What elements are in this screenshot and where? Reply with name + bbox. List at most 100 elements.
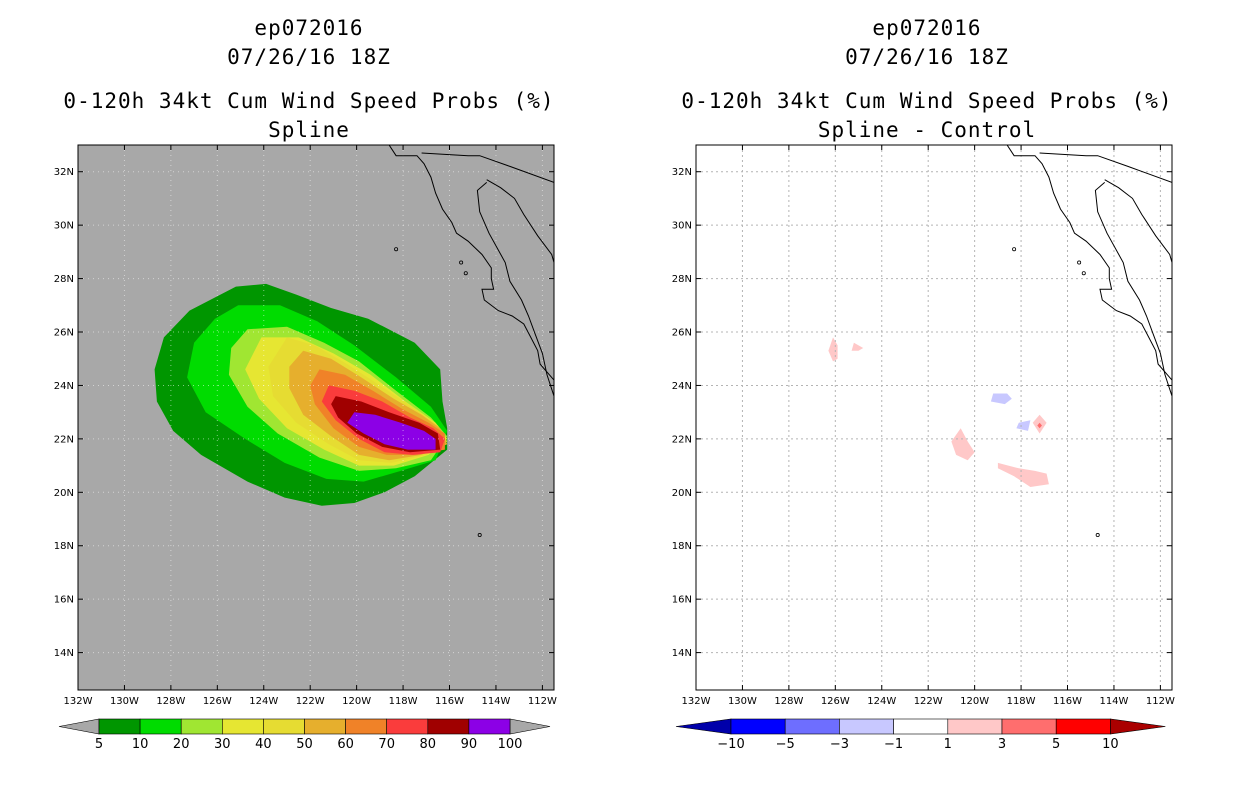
coastline [1006, 145, 1172, 381]
coastline [388, 145, 554, 381]
colorbar-label: 20 [173, 737, 190, 752]
island [459, 260, 464, 265]
y-tick-label: 30N [672, 221, 692, 232]
y-tick-label: 22N [672, 434, 692, 445]
map-background [696, 145, 1172, 690]
island [566, 523, 569, 526]
colorbar-label: 40 [255, 737, 272, 752]
x-tick-label: 118W [389, 696, 418, 707]
map-content [696, 145, 1187, 690]
y-tick-label: 28N [54, 274, 74, 285]
left-date: 07/26/16 18Z [227, 45, 391, 69]
colorbar-segment [180, 718, 223, 735]
y-tick-label: 32N [54, 167, 74, 178]
y-tick-label: 16N [54, 595, 74, 606]
colorbar-segment [222, 718, 264, 735]
colorbar-segment [386, 718, 429, 735]
colorbar-segment [345, 718, 388, 735]
colorbar-label: 30 [214, 737, 231, 752]
y-tick-label: 18N [672, 541, 692, 552]
island [477, 533, 482, 538]
x-tick-label: 112W [1146, 696, 1175, 707]
island [1081, 271, 1086, 276]
x-tick-label: 116W [435, 696, 464, 707]
colorbar-segment [304, 718, 346, 735]
right-title: 0-120h 34kt Cum Wind Speed Probs (%) [681, 89, 1173, 113]
colorbar-left-triangle [675, 718, 732, 735]
right-map-chart: 132W 130W 128W 126W 124W 122W 120W 118W 116W 114W… [672, 144, 1187, 752]
y-tick-label: 32N [672, 167, 692, 178]
x-tick-label: 130W [728, 696, 757, 707]
colorbar-label: 70 [378, 737, 395, 752]
left-map-chart: 132W 130W 128W 126W 124W 122W 120W 118W 116W 114W… [54, 144, 569, 752]
x-tick-label: 114W [1099, 696, 1128, 707]
colorbar-right-triangle [1110, 718, 1166, 735]
coastline [1094, 182, 1172, 397]
coastline [486, 179, 554, 263]
colorbar-label: 3 [998, 737, 1006, 752]
x-tick-label: 124W [867, 696, 896, 707]
colorbar-label: −10 [717, 737, 744, 752]
y-tick-label: 26N [672, 328, 692, 339]
x-tick-label: 116W [1053, 696, 1082, 707]
x-tick-label: 126W [203, 696, 232, 707]
x-tick-label: 122W [296, 696, 325, 707]
y-tick-label: 20N [54, 488, 74, 499]
y-tick-label: 22N [54, 434, 74, 445]
map-frame [695, 144, 1173, 691]
left-storm-id: ep072016 [254, 16, 364, 40]
y-tick-label: 14N [672, 648, 692, 659]
x-tick-label: 128W [156, 696, 185, 707]
colorbar-left-triangle [58, 718, 100, 735]
island [1012, 247, 1017, 252]
colorbar-label: 60 [337, 737, 354, 752]
left-title: 0-120h 34kt Cum Wind Speed Probs (%) [63, 89, 555, 113]
diff-blob [1037, 422, 1042, 429]
colorbar-label: 90 [461, 737, 478, 752]
right-storm-id: ep072016 [872, 16, 982, 40]
colorbar-segment [1055, 718, 1111, 735]
colorbar-segment [139, 718, 182, 735]
island [463, 271, 468, 276]
coastline [1039, 152, 1172, 183]
x-tick-label: 126W [821, 696, 850, 707]
y-tick-label: 24N [54, 381, 74, 392]
colorbar-segment [98, 718, 141, 735]
colorbar-label: 50 [296, 737, 313, 752]
x-tick-label: 120W [960, 696, 989, 707]
y-tick-label: 28N [672, 274, 692, 285]
colorbar-segment [784, 718, 840, 735]
colorbar-segment [427, 718, 470, 735]
colorbar-label: −3 [830, 737, 849, 752]
y-tick-label: 26N [54, 328, 74, 339]
island [1077, 260, 1082, 265]
y-tick-label: 18N [54, 541, 74, 552]
x-tick-label: 124W [249, 696, 278, 707]
y-tick-label: 24N [672, 381, 692, 392]
diff-blob [851, 342, 864, 351]
x-tick-label: 130W [110, 696, 139, 707]
island [1184, 523, 1187, 526]
colorbar-label: 10 [1102, 737, 1119, 752]
coastline [421, 152, 554, 183]
diff-blob [997, 462, 1049, 487]
colorbar-label: 80 [420, 737, 437, 752]
x-tick-label: 120W [342, 696, 371, 707]
x-tick-label: 122W [914, 696, 943, 707]
x-tick-label: 128W [774, 696, 803, 707]
colorbar-label: −1 [884, 737, 903, 752]
prob-contour-90 [347, 412, 436, 450]
left-subtitle: Spline [268, 118, 350, 142]
colorbar-segment [947, 718, 1003, 735]
colorbar-right-triangle [509, 718, 551, 735]
y-tick-label: 16N [672, 595, 692, 606]
right-date: 07/26/16 18Z [845, 45, 1009, 69]
colorbar-label: 100 [498, 737, 523, 752]
map-frame [77, 144, 555, 691]
diff-blob [951, 428, 975, 461]
right-subtitle: Spline - Control [817, 118, 1037, 142]
right-panel: ep072016 07/26/16 18Z 0-120h 34kt Cum Wi… [618, 0, 1236, 800]
diff-blob [990, 393, 1012, 405]
colorbar-segment [730, 718, 786, 735]
coastline [1104, 179, 1172, 263]
